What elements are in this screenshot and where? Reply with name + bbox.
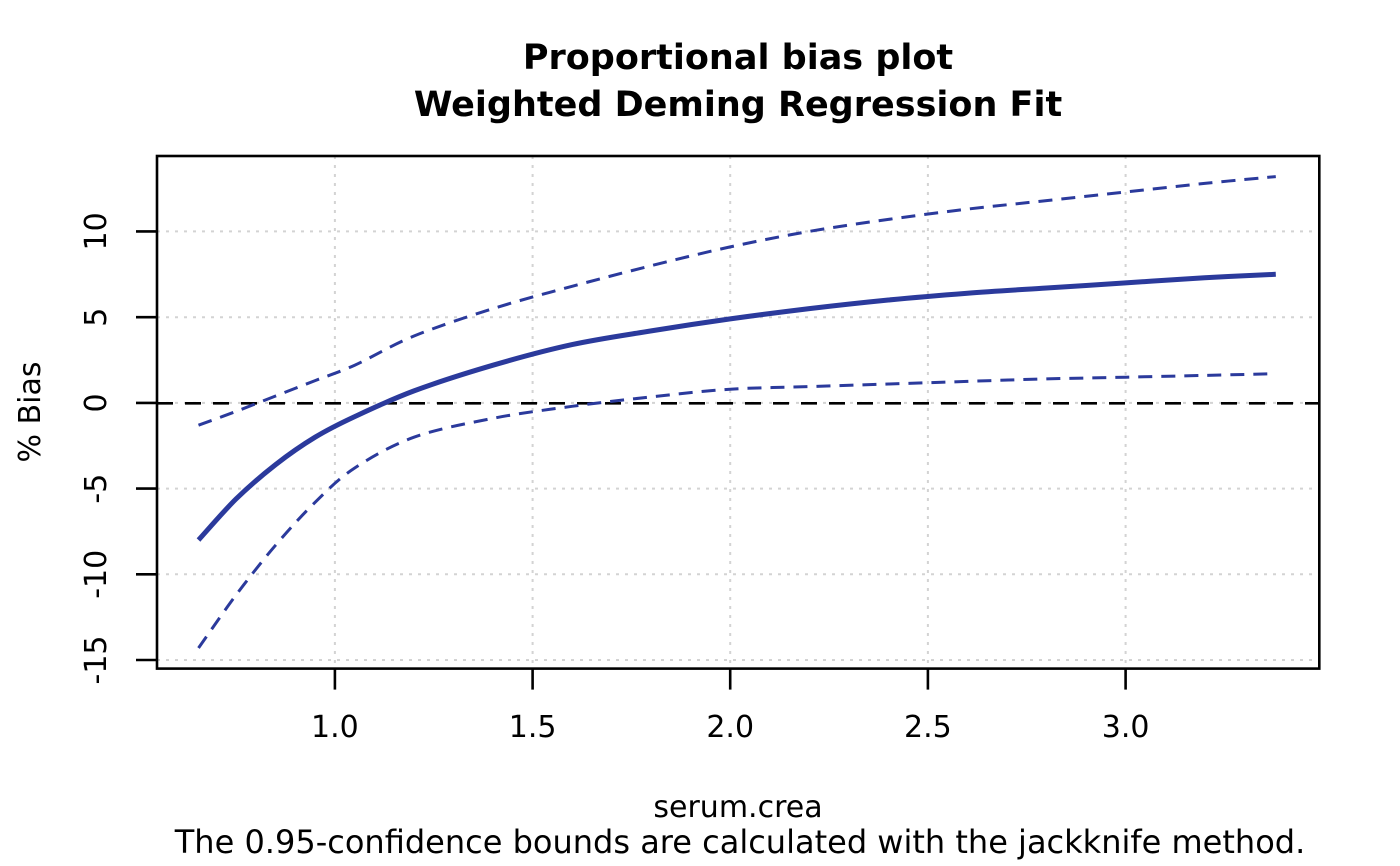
lower-confidence-curve <box>197 372 1276 649</box>
y-axis-tick-labels: -15 -10 -5 0 5 10 <box>79 212 114 684</box>
y-tick-label: 5 <box>79 308 114 327</box>
chart-title-line2: Weighted Deming Regression Fit <box>414 85 1062 125</box>
x-tick-label: 2.0 <box>706 710 754 745</box>
y-tick-label: -5 <box>79 474 114 504</box>
confidence-caption: The 0.95-confidence bounds are calculate… <box>174 823 1306 861</box>
gridlines <box>157 156 1320 669</box>
y-axis-label: % Bias <box>13 362 48 463</box>
plot-border <box>155 154 1321 670</box>
y-tick-label: -10 <box>79 550 114 599</box>
chart-title-line1: Proportional bias plot <box>523 38 953 78</box>
x-tick-label: 3.0 <box>1102 710 1150 745</box>
bias-estimate-curve <box>196 271 1276 542</box>
x-axis-label: serum.crea <box>653 790 822 825</box>
upper-confidence-curve <box>197 175 1276 427</box>
x-axis-tick-labels: 1.0 1.5 2.0 2.5 3.0 <box>311 710 1149 745</box>
y-tick-label: 10 <box>79 212 114 250</box>
x-tick-label: 1.5 <box>509 710 557 745</box>
y-tick-label: 0 <box>79 393 114 412</box>
y-tick-label: -15 <box>79 636 114 685</box>
x-tick-label: 2.5 <box>904 710 952 745</box>
x-tick-label: 1.0 <box>311 710 359 745</box>
axis-ticks <box>136 230 1127 690</box>
